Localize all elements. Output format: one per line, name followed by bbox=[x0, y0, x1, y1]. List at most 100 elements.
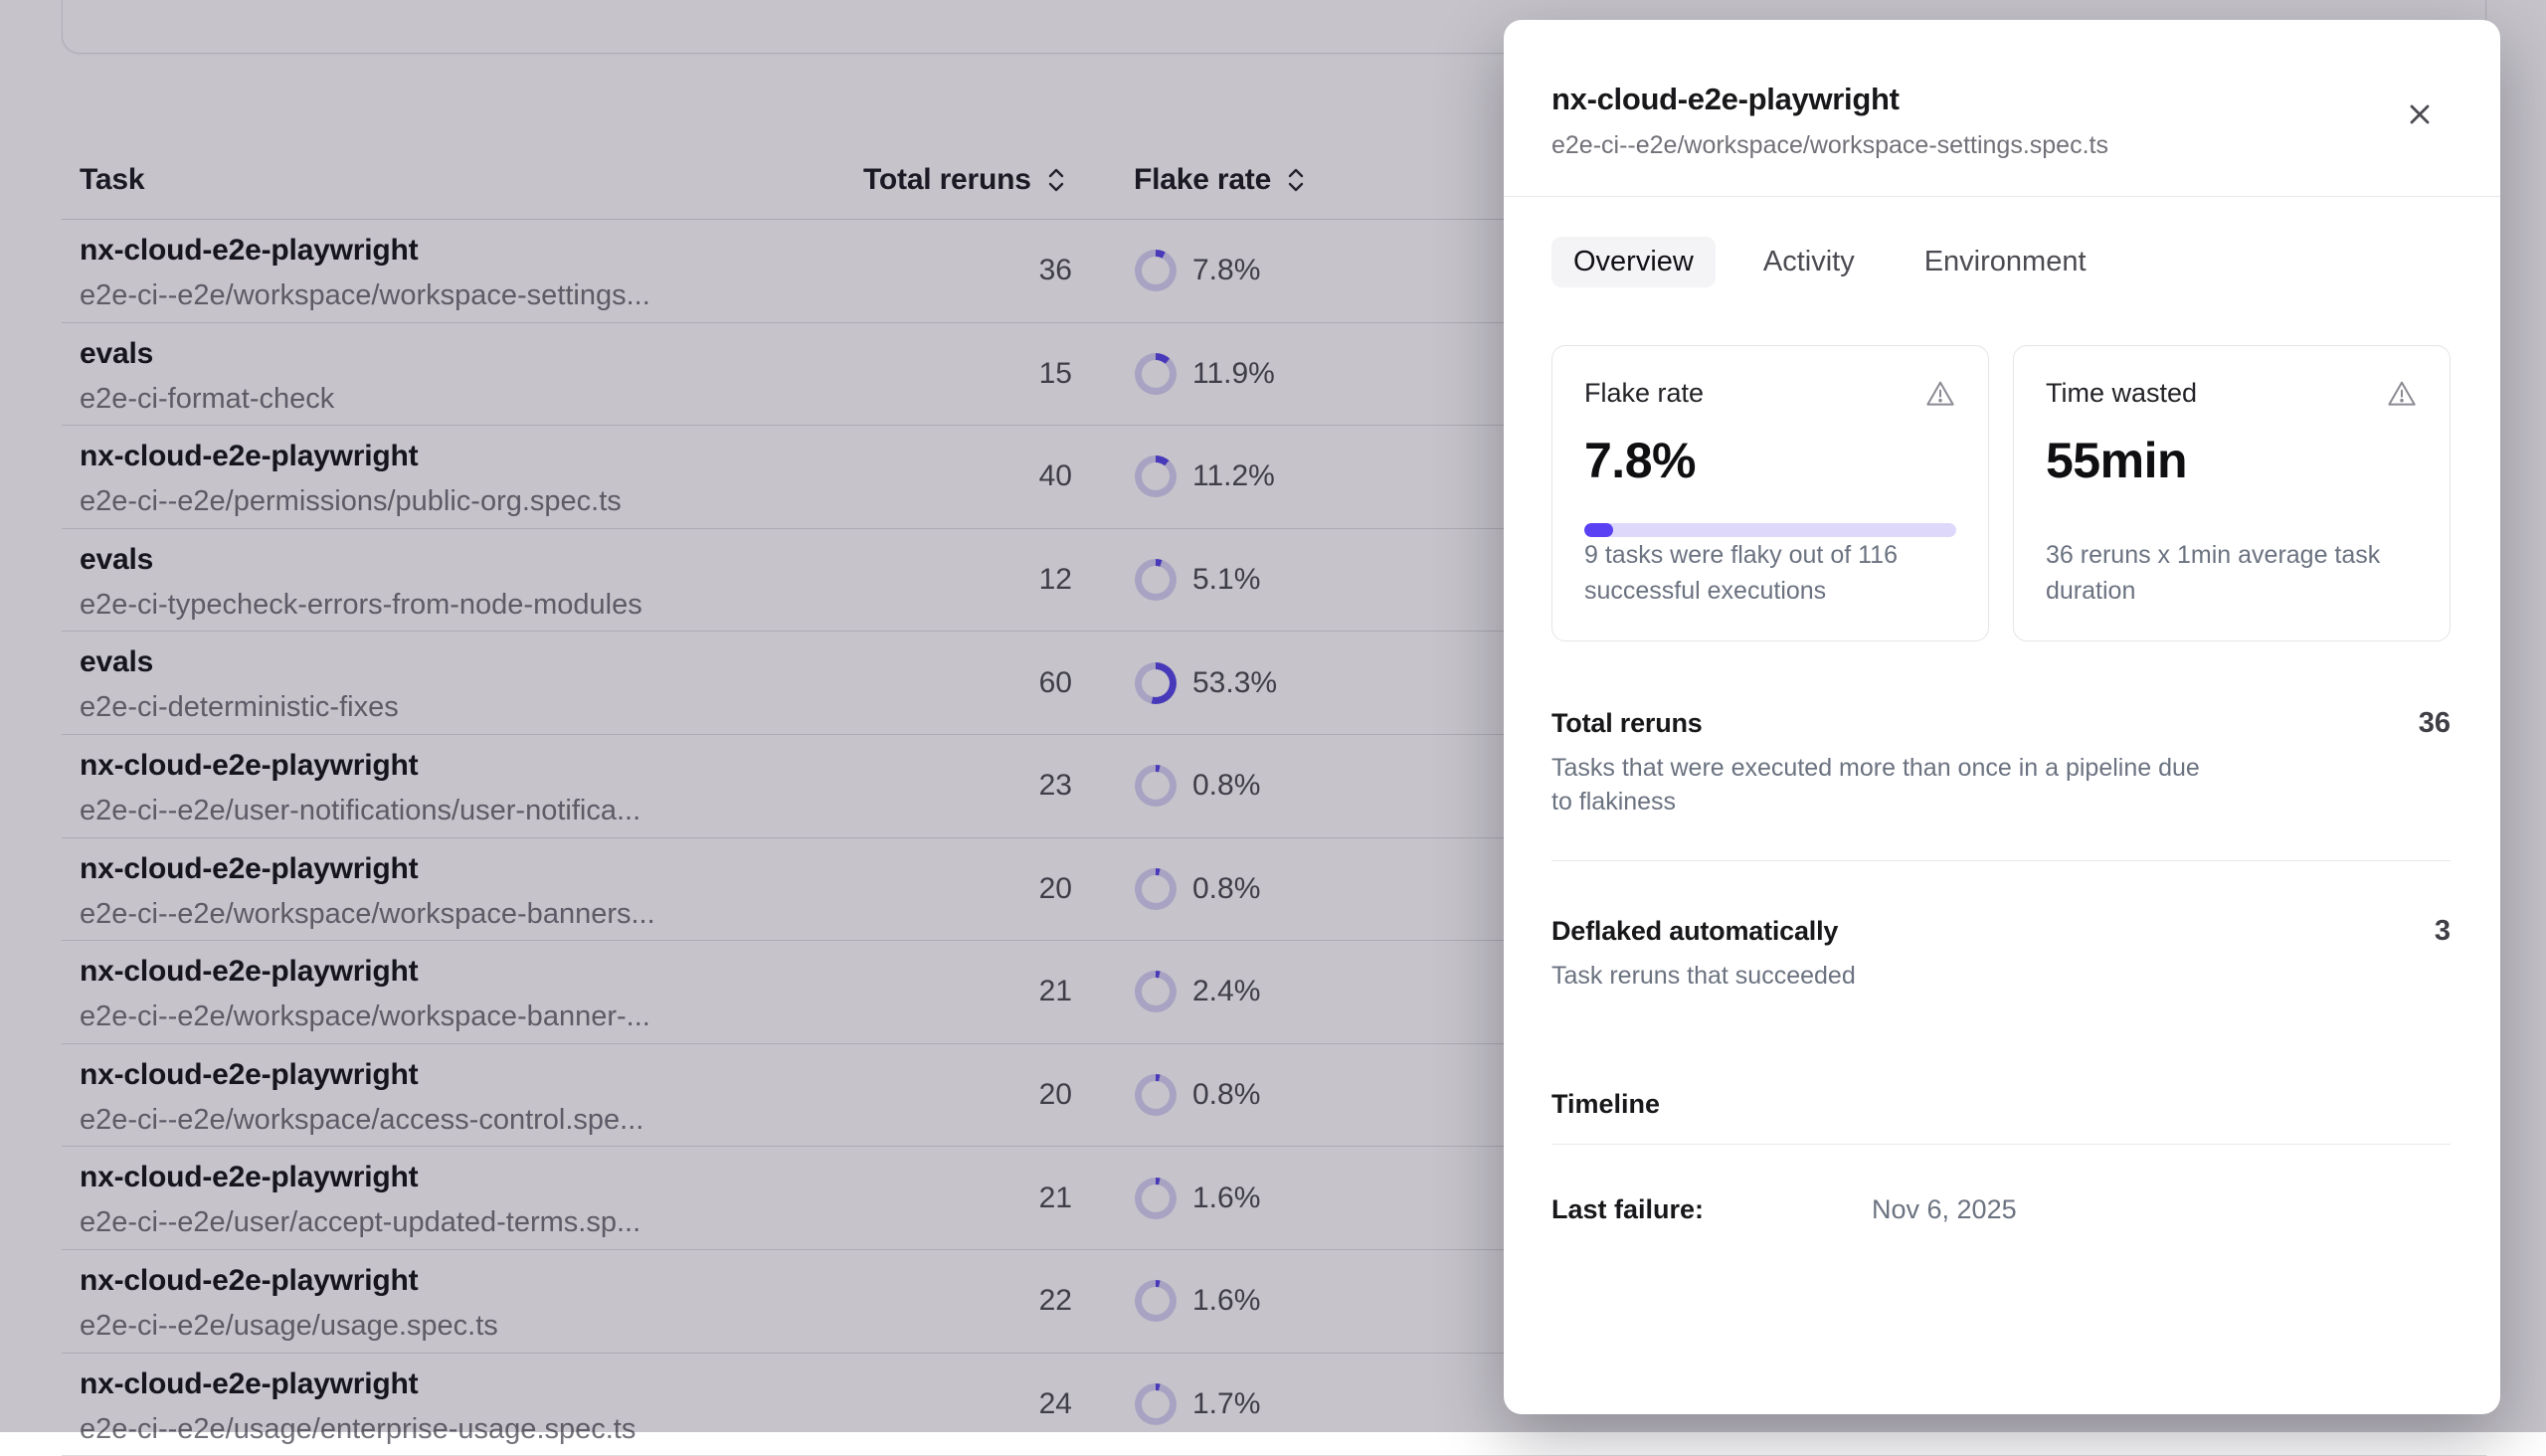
deflaked-description: Task reruns that succeeded bbox=[1551, 962, 1856, 990]
task-name: nx-cloud-e2e-playwright bbox=[80, 1366, 419, 1400]
panel-title: nx-cloud-e2e-playwright bbox=[1551, 82, 1900, 116]
task-cell: evals e2e-ci-format-check bbox=[80, 337, 334, 416]
column-header-total-reruns-label: Total reruns bbox=[863, 163, 1031, 196]
panel-tabs: Overview Activity Environment bbox=[1551, 237, 2453, 287]
table-row[interactable]: nx-cloud-e2e-playwright e2e-ci--e2e/work… bbox=[62, 1044, 2486, 1148]
task-name: evals bbox=[80, 645, 154, 679]
close-icon bbox=[2405, 99, 2435, 129]
header-divider bbox=[1504, 196, 2500, 197]
task-path: e2e-ci-typecheck-errors-from-node-module… bbox=[80, 588, 642, 621]
task-path: e2e-ci-format-check bbox=[80, 382, 335, 415]
task-total-reruns: 20 bbox=[1038, 1078, 1072, 1112]
task-path: e2e-ci--e2e/user-notifications/user-noti… bbox=[80, 794, 641, 826]
time-wasted-value: 55min bbox=[2046, 433, 2188, 488]
task-path: e2e-ci--e2e/permissions/public-org.spec.… bbox=[80, 485, 622, 518]
flake-rate-progress-bar bbox=[1584, 523, 1956, 537]
tab-environment[interactable]: Environment bbox=[1923, 246, 2087, 277]
task-path: e2e-ci--e2e/workspace/workspace-banner-.… bbox=[80, 1001, 650, 1033]
table-row[interactable]: nx-cloud-e2e-playwright e2e-ci--e2e/work… bbox=[62, 941, 2486, 1044]
column-header-task: Task bbox=[80, 163, 145, 197]
task-flake-rate: 1.7% bbox=[1192, 1386, 1261, 1420]
panel-header: nx-cloud-e2e-playwright e2e-ci--e2e/work… bbox=[1504, 20, 2500, 160]
last-failure-label: Last failure: bbox=[1551, 1193, 1705, 1224]
task-cell: evals e2e-ci-typecheck-errors-from-node-… bbox=[80, 543, 642, 622]
task-cell: nx-cloud-e2e-playwright e2e-ci--e2e/user… bbox=[80, 749, 640, 827]
task-flake-rate: 2.4% bbox=[1192, 975, 1261, 1008]
flake-rate-donut-icon bbox=[1135, 1280, 1177, 1323]
last-failure-row: Last failure: Nov 6, 2025 bbox=[1551, 1194, 2451, 1225]
flake-rate-donut-icon bbox=[1135, 971, 1177, 1013]
task-total-reruns: 15 bbox=[1038, 356, 1072, 390]
task-cell: nx-cloud-e2e-playwright e2e-ci--e2e/work… bbox=[80, 234, 650, 312]
column-header-flake-rate[interactable]: Flake rate bbox=[1134, 163, 1307, 197]
time-wasted-card: Time wasted 55min 36 reruns x 1min avera… bbox=[2013, 345, 2451, 641]
task-flake-rate: 1.6% bbox=[1192, 1181, 1261, 1214]
task-name: nx-cloud-e2e-playwright bbox=[80, 851, 419, 885]
flake-rate-progress-fill bbox=[1584, 523, 1614, 537]
column-header-total-reruns[interactable]: Total reruns bbox=[863, 163, 1067, 197]
task-total-reruns: 21 bbox=[1038, 1181, 1072, 1214]
task-cell: nx-cloud-e2e-playwright e2e-ci--e2e/perm… bbox=[80, 440, 622, 518]
flake-rate-donut-icon bbox=[1135, 455, 1177, 498]
flake-rate-donut-icon bbox=[1135, 765, 1177, 808]
task-path: e2e-ci--e2e/usage/usage.spec.ts bbox=[80, 1309, 498, 1342]
task-path: e2e-ci--e2e/user/accept-updated-terms.sp… bbox=[80, 1206, 641, 1239]
column-header-flake-rate-label: Flake rate bbox=[1134, 163, 1272, 196]
task-total-reruns: 22 bbox=[1038, 1284, 1072, 1318]
task-cell: nx-cloud-e2e-playwright e2e-ci--e2e/work… bbox=[80, 852, 655, 931]
task-cell: evals e2e-ci-deterministic-fixes bbox=[80, 645, 399, 724]
time-wasted-card-label: Time wasted bbox=[2046, 378, 2198, 408]
table-header-row: Task Total reruns Flake rate bbox=[62, 52, 2486, 220]
task-cell: nx-cloud-e2e-playwright e2e-ci--e2e/user… bbox=[80, 1161, 640, 1239]
flake-rate-donut-icon bbox=[1135, 352, 1177, 395]
flake-rate-donut-icon bbox=[1135, 1177, 1177, 1219]
table-row[interactable]: nx-cloud-e2e-playwright e2e-ci--e2e/work… bbox=[62, 220, 2486, 323]
table-row[interactable]: evals e2e-ci-format-check 15 11.9% bbox=[62, 323, 2486, 427]
table-row[interactable]: nx-cloud-e2e-playwright e2e-ci--e2e/usag… bbox=[62, 1250, 2486, 1354]
task-path: e2e-ci--e2e/workspace/workspace-banners.… bbox=[80, 897, 655, 930]
task-detail-panel: nx-cloud-e2e-playwright e2e-ci--e2e/work… bbox=[1504, 20, 2500, 1414]
table-row[interactable]: evals e2e-ci-typecheck-errors-from-node-… bbox=[62, 529, 2486, 633]
table-row[interactable]: nx-cloud-e2e-playwright e2e-ci--e2e/perm… bbox=[62, 426, 2486, 529]
flake-rate-card: Flake rate 7.8% 9 tasks were flaky out o… bbox=[1551, 345, 1989, 641]
task-name: nx-cloud-e2e-playwright bbox=[80, 1057, 419, 1091]
stat-cards: Flake rate 7.8% 9 tasks were flaky out o… bbox=[1551, 345, 2451, 641]
task-flake-rate: 0.8% bbox=[1192, 1078, 1261, 1112]
table-row[interactable]: nx-cloud-e2e-playwright e2e-ci--e2e/user… bbox=[62, 1147, 2486, 1250]
sort-icon[interactable] bbox=[1285, 166, 1307, 194]
task-flake-rate: 11.2% bbox=[1192, 459, 1275, 493]
task-path: e2e-ci-deterministic-fixes bbox=[80, 691, 399, 724]
total-reruns-description: Tasks that were executed more than once … bbox=[1551, 754, 2200, 816]
task-total-reruns: 24 bbox=[1038, 1386, 1072, 1420]
flake-rate-donut-icon bbox=[1135, 661, 1177, 704]
timeline-heading: Timeline bbox=[1551, 1088, 1661, 1119]
flake-rate-donut-icon bbox=[1135, 1382, 1177, 1425]
task-total-reruns: 21 bbox=[1038, 975, 1072, 1008]
task-total-reruns: 60 bbox=[1038, 665, 1072, 699]
task-flake-rate: 7.8% bbox=[1192, 254, 1261, 287]
task-total-reruns: 40 bbox=[1038, 459, 1072, 493]
warning-triangle-icon bbox=[2386, 378, 2418, 410]
task-path: e2e-ci--e2e/workspace/access-control.spe… bbox=[80, 1103, 644, 1136]
sort-icon[interactable] bbox=[1045, 166, 1067, 194]
panel-subtitle: e2e-ci--e2e/workspace/workspace-settings… bbox=[1551, 131, 2108, 159]
warning-triangle-icon bbox=[1924, 378, 1956, 410]
table-row[interactable]: nx-cloud-e2e-playwright e2e-ci--e2e/work… bbox=[62, 838, 2486, 942]
table-row[interactable]: nx-cloud-e2e-playwright e2e-ci--e2e/user… bbox=[62, 735, 2486, 838]
total-reruns-section: Total reruns 36 bbox=[1551, 707, 2451, 740]
task-flake-rate: 11.9% bbox=[1192, 356, 1275, 390]
task-name: nx-cloud-e2e-playwright bbox=[80, 1161, 419, 1194]
close-button[interactable] bbox=[2403, 97, 2437, 131]
tab-activity[interactable]: Activity bbox=[1762, 246, 1855, 277]
table-body: nx-cloud-e2e-playwright e2e-ci--e2e/work… bbox=[62, 220, 2486, 1456]
table-row[interactable]: evals e2e-ci-deterministic-fixes 60 53.3… bbox=[62, 632, 2486, 735]
timeline-divider bbox=[1551, 1143, 2451, 1145]
flake-rate-donut-icon bbox=[1135, 867, 1177, 910]
tab-overview[interactable]: Overview bbox=[1551, 237, 1716, 287]
task-flake-rate: 0.8% bbox=[1192, 871, 1261, 905]
flake-rate-donut-icon bbox=[1135, 1074, 1177, 1117]
task-cell: nx-cloud-e2e-playwright e2e-ci--e2e/usag… bbox=[80, 1264, 498, 1343]
task-path: e2e-ci--e2e/workspace/workspace-settings… bbox=[80, 279, 650, 311]
flake-rate-caption: 9 tasks were flaky out of 116 successful… bbox=[1584, 541, 1898, 605]
